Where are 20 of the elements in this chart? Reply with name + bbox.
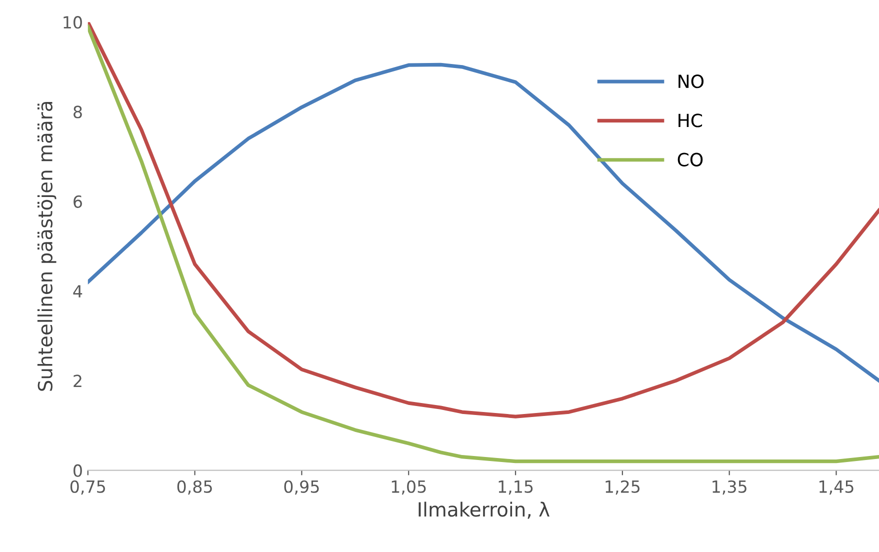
y-tick-label: 6 [74,195,82,208]
x-tick-label: 1,25 [606,480,640,495]
x-tick-label: 0,95 [284,480,319,495]
x-tick-label: 1,35 [712,480,746,495]
y-axis-title: Suhteellinen päästöjen määrä [37,102,56,391]
x-tick-label: 1,05 [392,480,426,495]
legend-label: NO [678,74,704,88]
x-axis-title: Ilmakerroin, λ [418,502,550,519]
y-tick-label: 4 [73,285,82,298]
legend-label: HC [678,114,702,128]
legend-label: CO [678,152,703,166]
x-tick-label: 0,75 [70,480,105,495]
y-tick-label: 8 [74,106,82,118]
x-tick-label: 0,85 [177,480,212,495]
x-tick-label: 1,15 [498,480,533,495]
line-series [88,62,879,382]
y-tick-label: 10 [64,16,82,29]
y-tick-label: 0 [74,464,82,477]
x-tick-label: 1,45 [820,480,854,495]
y-tick-label: 2 [74,374,82,387]
